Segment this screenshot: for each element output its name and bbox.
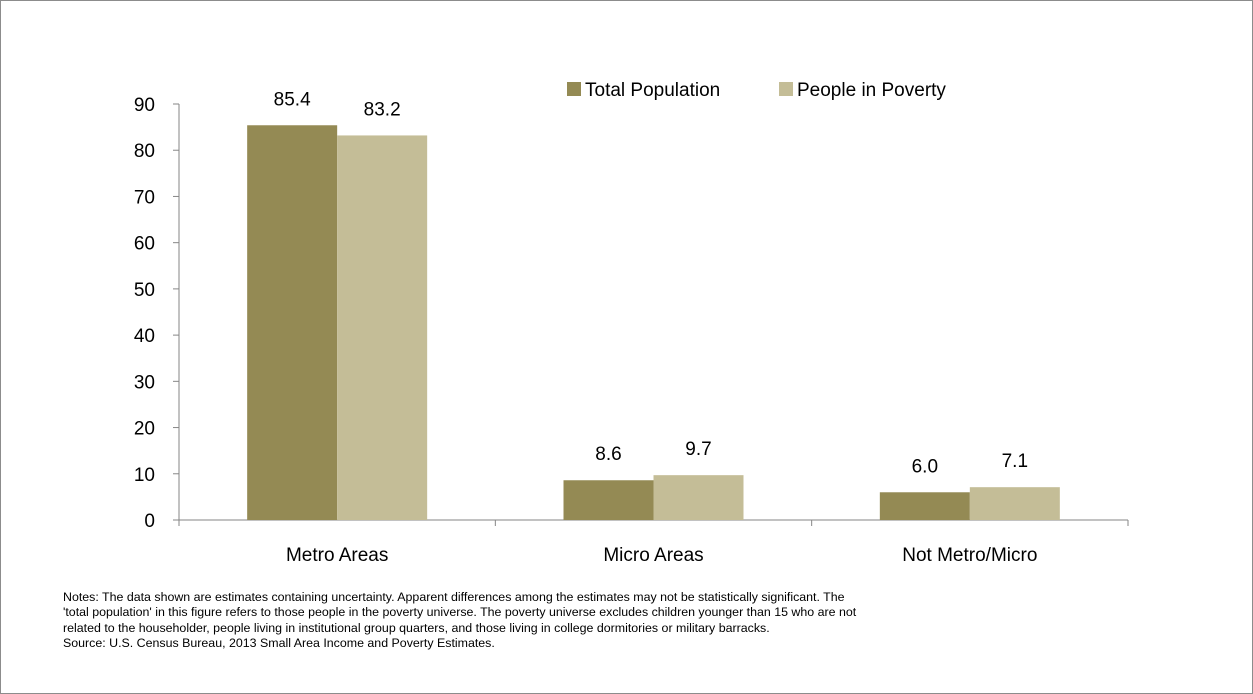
bar: [247, 125, 338, 521]
legend-swatch: [779, 82, 793, 96]
y-tick-label: 20: [134, 419, 155, 440]
x-category-label: Not Metro/Micro: [902, 545, 1037, 566]
legend-swatch: [567, 82, 581, 96]
data-label: 85.4: [274, 89, 311, 110]
y-tick-label: 50: [134, 280, 155, 301]
data-label: 7.1: [1002, 451, 1028, 472]
legend-label: People in Poverty: [797, 80, 946, 101]
y-tick-label: 10: [134, 465, 155, 486]
bar: [337, 135, 428, 521]
notes-line: related to the householder, people livin…: [63, 620, 770, 635]
bar: [969, 487, 1060, 520]
y-tick-label: 40: [134, 326, 155, 347]
y-tick-label: 60: [134, 234, 155, 255]
bar: [563, 480, 654, 520]
notes-text: Notes: The data shown are estimates cont…: [63, 590, 1223, 652]
data-label: 83.2: [364, 99, 401, 120]
bar-chart: 0 10 20 30 40 50 60 70 80 90 Metro Areas 85.4 83.2 Mi…: [134, 80, 1129, 566]
y-tick-label: 0: [144, 511, 155, 532]
x-category-label: Micro Areas: [603, 545, 703, 566]
y-tick-label: 70: [134, 187, 155, 208]
notes-line: 'total population' in this figure refers…: [63, 605, 857, 620]
y-tick-label: 30: [134, 372, 155, 393]
data-label: 8.6: [595, 444, 621, 465]
bar: [879, 492, 970, 520]
data-label: 6.0: [912, 456, 938, 477]
source-line: Source: U.S. Census Bureau, 2013 Small A…: [63, 636, 495, 651]
data-label: 9.7: [685, 439, 711, 460]
y-tick-label: 90: [134, 95, 155, 116]
y-tick-label: 80: [134, 141, 155, 162]
legend-label: Total Population: [585, 80, 720, 101]
notes-line: Notes: The data shown are estimates cont…: [63, 590, 845, 604]
x-category-label: Metro Areas: [286, 545, 388, 566]
bar: [653, 475, 744, 520]
